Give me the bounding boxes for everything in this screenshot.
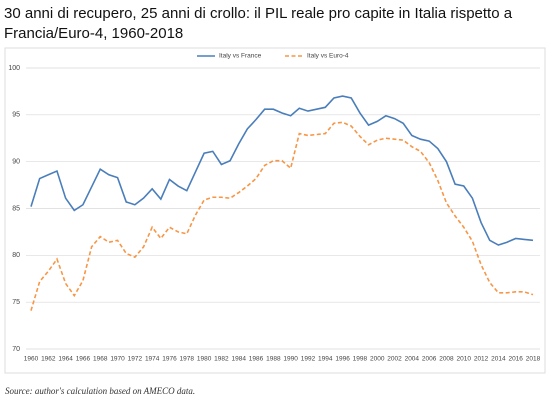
legend-label: Italy vs Euro-4 — [307, 53, 349, 60]
x-tick-label: 1976 — [162, 356, 177, 363]
x-tick-label: 1974 — [145, 356, 160, 363]
x-tick-label: 2018 — [526, 356, 541, 363]
x-tick-label: 2004 — [405, 356, 420, 363]
x-tick-label: 1996 — [335, 356, 350, 363]
series-line — [30, 121, 534, 311]
x-tick-label: 2010 — [457, 356, 472, 363]
y-tick-label: 90 — [12, 159, 20, 166]
y-tick-label: 85 — [12, 205, 20, 212]
x-tick-label: 1972 — [128, 356, 143, 363]
x-tick-label: 1990 — [283, 356, 298, 363]
x-tick-label: 1982 — [214, 356, 229, 363]
x-tick-label: 1984 — [231, 356, 246, 363]
y-tick-label: 70 — [12, 346, 20, 353]
x-tick-label: 2012 — [474, 356, 489, 363]
x-tick-label: 1962 — [41, 356, 56, 363]
x-tick-label: 1988 — [266, 356, 281, 363]
y-tick-label: 75 — [12, 299, 20, 306]
x-tick-label: 1986 — [249, 356, 264, 363]
y-tick-label: 95 — [12, 112, 20, 119]
chart-frame — [4, 47, 546, 374]
y-tick-label: 80 — [12, 252, 20, 259]
x-tick-label: 2016 — [508, 356, 523, 363]
x-tick-label: 1964 — [58, 356, 73, 363]
y-tick-label: 100 — [8, 65, 20, 72]
x-tick-label: 1966 — [76, 356, 91, 363]
x-tick-label: 2006 — [422, 356, 437, 363]
x-tick-label: 1968 — [93, 356, 108, 363]
x-tick-label: 1992 — [301, 356, 316, 363]
x-tick-label: 1960 — [24, 356, 39, 363]
x-tick-label: 1998 — [353, 356, 368, 363]
x-tick-label: 1980 — [197, 356, 212, 363]
chart-title: 30 anni di recupero, 25 anni di crollo: … — [4, 5, 513, 42]
x-tick-label: 2002 — [387, 356, 402, 363]
x-tick-label: 2014 — [491, 356, 506, 363]
x-tick-label: 2000 — [370, 356, 385, 363]
x-tick-label: 1994 — [318, 356, 333, 363]
source-note: Source: author's calculation based on AM… — [5, 386, 195, 396]
series-line — [30, 95, 534, 246]
legend-label: Italy vs France — [219, 53, 262, 60]
x-tick-label: 1970 — [110, 356, 125, 363]
x-tick-label: 1978 — [180, 356, 195, 363]
x-tick-label: 2008 — [439, 356, 454, 363]
